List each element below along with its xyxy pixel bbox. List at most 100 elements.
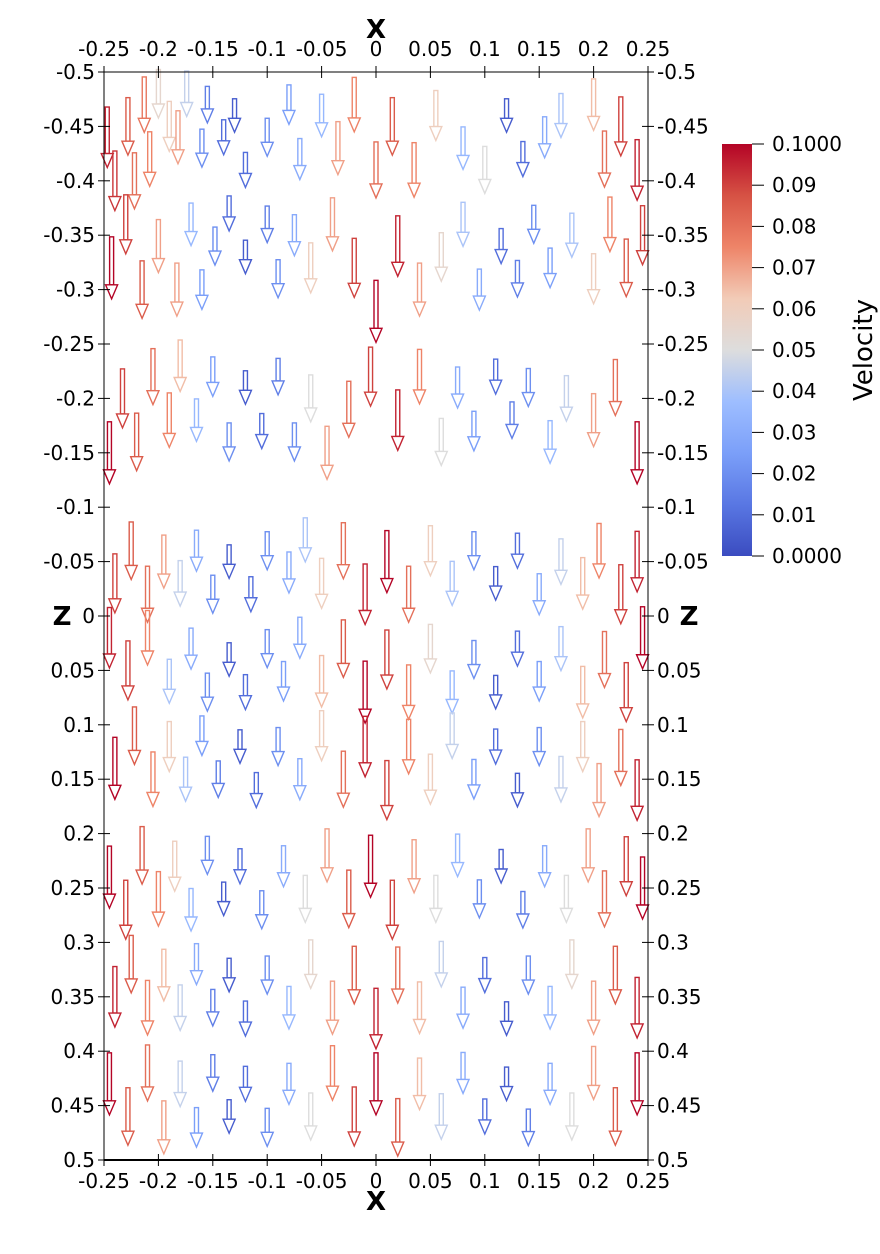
arrow-head	[597, 912, 612, 929]
arrow-head	[271, 283, 286, 300]
arrow-shaft	[395, 946, 401, 990]
arrow-shaft	[405, 565, 412, 609]
arrow-shaft	[237, 729, 243, 751]
arrow-shaft	[264, 117, 270, 143]
arrow-head	[222, 216, 237, 233]
velocity-arrow	[412, 981, 427, 1036]
arrow-head	[120, 140, 135, 157]
arrow-shaft	[454, 833, 461, 864]
velocity-arrow	[564, 939, 579, 991]
velocity-arrow	[455, 126, 471, 172]
arrow-head	[118, 239, 133, 256]
velocity-arrow	[521, 1108, 536, 1148]
x-tick-label-top: 0	[370, 37, 383, 61]
velocity-arrow	[488, 358, 503, 396]
velocity-arrow	[137, 76, 152, 135]
arrow-shaft	[618, 564, 624, 611]
velocity-arrow	[450, 833, 465, 879]
arrow-shaft	[108, 236, 115, 286]
arrow-shaft	[482, 956, 488, 980]
arrow-head	[341, 422, 356, 440]
velocity-arrow	[575, 720, 590, 774]
arrow-shaft	[558, 625, 564, 658]
arrow-head	[591, 801, 607, 819]
velocity-arrow	[385, 96, 400, 157]
velocity-arrow	[521, 955, 536, 996]
arrow-head	[363, 882, 378, 900]
arrow-shaft	[297, 137, 303, 167]
arrow-head	[211, 782, 226, 800]
velocity-arrow	[575, 665, 590, 720]
arrow-shaft	[590, 1045, 597, 1087]
velocity-arrow	[211, 760, 226, 800]
arrow-head	[162, 432, 177, 450]
arrow-head	[521, 391, 536, 409]
arrow-head	[135, 303, 150, 321]
arrow-shaft	[210, 574, 216, 600]
colorbar-tick-label: 0.07	[772, 256, 817, 280]
velocity-arrow	[368, 279, 384, 345]
arrow-shaft	[384, 529, 390, 580]
arrow-shaft	[302, 517, 308, 549]
arrow-head	[510, 651, 525, 668]
arrow-shaft	[558, 755, 564, 789]
arrow-head	[521, 1130, 536, 1148]
velocity-arrow	[385, 879, 400, 942]
arrow-shaft	[264, 955, 270, 981]
arrow-head	[358, 762, 373, 779]
velocity-arrow	[260, 531, 275, 572]
arrow-head	[423, 658, 438, 675]
arrow-head	[619, 881, 634, 898]
z-tick-label-right: -0.5	[657, 60, 696, 84]
arrow-shaft	[242, 370, 249, 391]
arrow-head	[630, 185, 645, 202]
x-tick-label-bottom: -0.05	[296, 1169, 348, 1193]
arrow-shaft	[106, 421, 113, 471]
arrow-shaft	[340, 619, 347, 665]
arrow-shaft	[601, 130, 608, 174]
arrow-shaft	[128, 934, 134, 980]
arrow-head	[222, 1118, 237, 1136]
velocity-arrow	[169, 262, 184, 318]
arrow-head	[630, 805, 645, 823]
arrow-shaft	[144, 1044, 151, 1088]
velocity-arrow	[499, 1066, 514, 1103]
velocity-arrow	[379, 629, 394, 691]
arrow-head	[222, 563, 237, 581]
arrow-shaft	[547, 1062, 553, 1092]
arrow-head	[314, 692, 329, 709]
z-tick-label-right: 0.4	[657, 1039, 689, 1063]
arrow-shaft	[433, 874, 439, 910]
velocity-arrow	[445, 712, 460, 761]
velocity-arrow	[630, 759, 645, 823]
velocity-arrow	[379, 759, 394, 822]
arrow-head	[619, 281, 634, 299]
arrow-head	[488, 694, 503, 711]
arrow-shaft	[308, 939, 314, 976]
arrow-head	[423, 789, 438, 806]
arrow-head	[170, 149, 186, 166]
arrow-head	[260, 555, 275, 572]
arrow-head	[564, 242, 579, 259]
arrow-head	[232, 748, 248, 766]
velocity-arrow	[238, 151, 253, 190]
x-tick-label-bottom: 0	[370, 1169, 383, 1193]
velocity-arrow	[445, 560, 460, 608]
arrow-shaft	[492, 565, 499, 587]
arrow-shaft	[308, 242, 314, 280]
z-tick-label-left: -0.3	[56, 278, 95, 302]
velocity-arrow	[488, 565, 503, 602]
z-tick-label-right: -0.2	[657, 386, 696, 410]
arrow-shaft	[590, 253, 597, 291]
velocity-arrow	[434, 232, 449, 283]
velocity-arrow	[249, 771, 264, 810]
velocity-arrow	[368, 987, 384, 1051]
arrow-head	[445, 590, 460, 608]
plot-frame	[103, 71, 649, 1161]
arrow-head	[412, 389, 427, 406]
z-tick-label-right: 0.5	[657, 1148, 689, 1172]
velocity-arrow	[630, 421, 645, 486]
velocity-arrow	[488, 728, 503, 766]
arrow-shaft	[308, 374, 314, 409]
arrow-shaft	[199, 715, 205, 743]
